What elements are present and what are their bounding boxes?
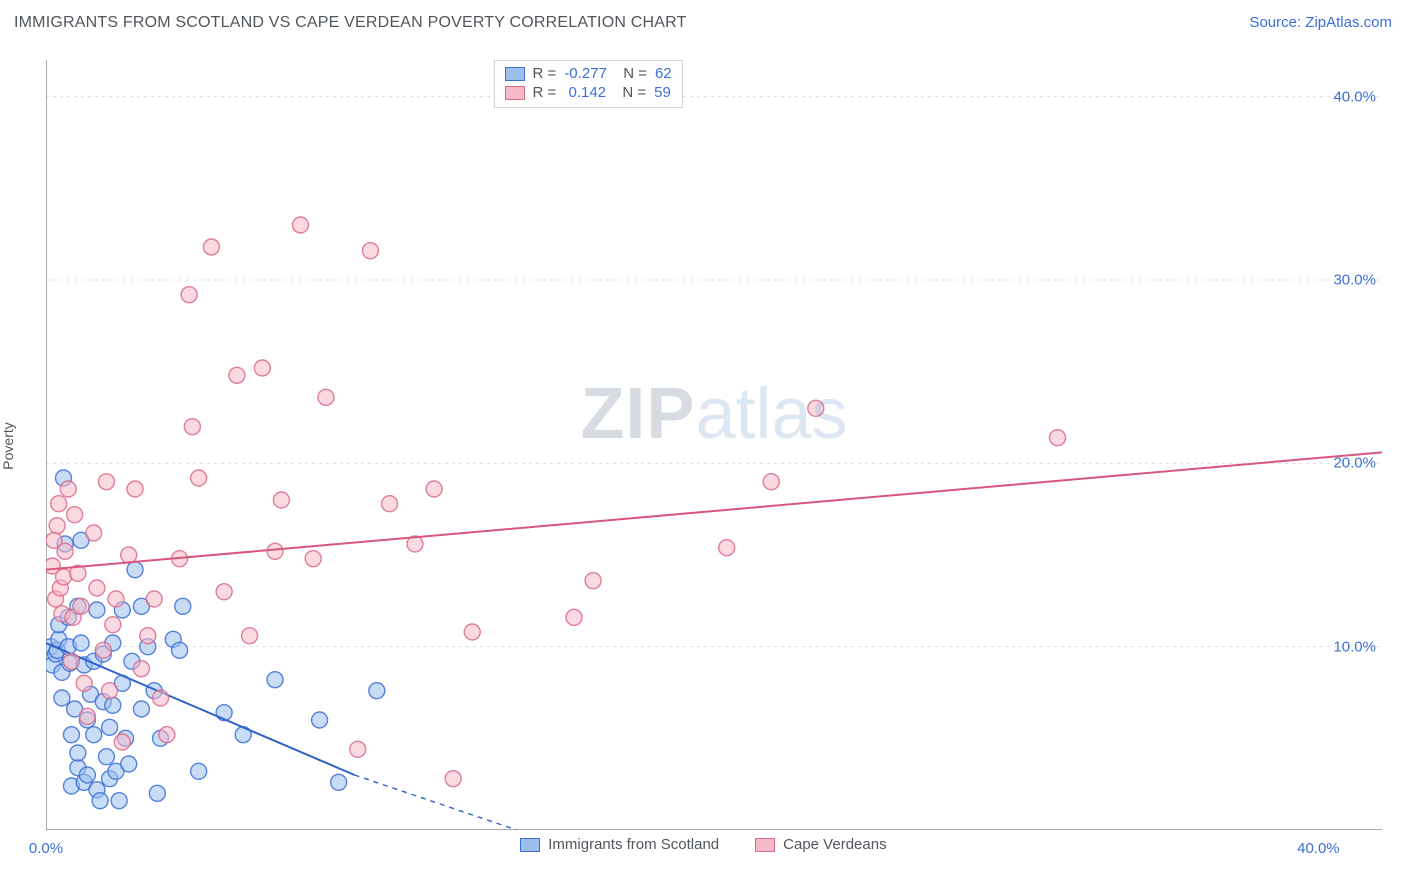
capeverdean-r-value: 0.142 — [564, 84, 606, 101]
capeverdean-swatch — [755, 838, 775, 852]
capeverdean-series-label: Cape Verdeans — [783, 836, 886, 853]
y-axis-label: Poverty — [0, 422, 16, 469]
r-label: R = — [533, 65, 557, 82]
x-tick-label: 40.0% — [1297, 840, 1340, 857]
chart-svg — [46, 60, 1382, 830]
scotland-swatch — [505, 67, 525, 81]
capeverdean-n-value: 59 — [654, 84, 671, 101]
scotland-n-value: 62 — [655, 65, 672, 82]
legend-row-scotland: R = -0.277 N = 62 — [505, 65, 672, 82]
scotland-swatch — [520, 838, 540, 852]
scotland-series-label: Immigrants from Scotland — [548, 836, 719, 853]
x-tick-label: 0.0% — [29, 840, 63, 857]
legend-item-capeverdean: Cape Verdeans — [755, 836, 886, 853]
y-tick-label: 30.0% — [1333, 272, 1376, 289]
legend-item-scotland: Immigrants from Scotland — [520, 836, 719, 853]
scatter-chart: ZIPatlas R = -0.277 N = 62 R = 0.142 N =… — [46, 60, 1382, 830]
legend-row-capeverdean: R = 0.142 N = 59 — [505, 84, 672, 101]
scotland-r-value: -0.277 — [564, 65, 607, 82]
y-tick-label: 20.0% — [1333, 455, 1376, 472]
header-row: IMMIGRANTS FROM SCOTLAND VS CAPE VERDEAN… — [14, 14, 1392, 32]
capeverdean-swatch — [505, 86, 525, 100]
r-label: R = — [533, 84, 557, 101]
y-tick-label: 10.0% — [1333, 638, 1376, 655]
n-label: N = — [615, 65, 647, 82]
source-label: Source: ZipAtlas.com — [1249, 14, 1392, 31]
n-label: N = — [614, 84, 646, 101]
chart-title: IMMIGRANTS FROM SCOTLAND VS CAPE VERDEAN… — [14, 14, 687, 32]
correlation-legend: R = -0.277 N = 62 R = 0.142 N = 59 — [494, 60, 683, 108]
y-tick-label: 40.0% — [1333, 88, 1376, 105]
series-legend: Immigrants from Scotland Cape Verdeans — [520, 836, 886, 853]
